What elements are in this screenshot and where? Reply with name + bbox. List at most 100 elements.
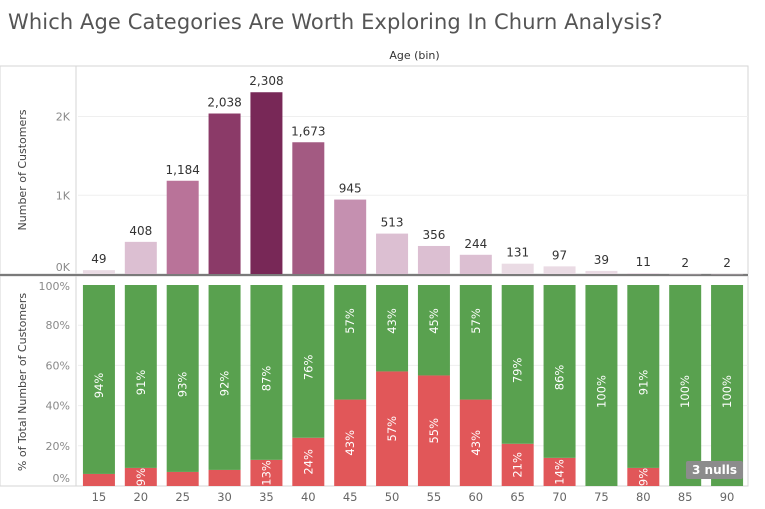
count-bar [501, 263, 534, 274]
count-label: 131 [506, 246, 529, 260]
count-label: 39 [594, 253, 609, 267]
x-tick-label: 65 [510, 490, 525, 504]
count-label: 2 [681, 256, 689, 270]
retained-pct-label: 92% [218, 371, 232, 397]
count-bar [166, 180, 199, 274]
count-bar [292, 142, 325, 274]
retained-bar [208, 285, 241, 470]
count-bar [124, 241, 157, 274]
x-tick-label: 55 [427, 490, 442, 504]
count-bar [208, 113, 241, 274]
count-bar [627, 273, 660, 274]
count-label: 513 [381, 216, 404, 230]
top-y-tick-label: 0K [56, 261, 71, 274]
x-tick-label: 90 [720, 490, 735, 504]
count-label: 2,308 [249, 74, 283, 88]
count-bar [334, 199, 367, 274]
count-label: 356 [422, 228, 445, 242]
retained-bar [250, 285, 283, 460]
count-label: 408 [129, 224, 152, 238]
churned-pct-label: 57% [385, 416, 399, 442]
nulls-badge[interactable]: 3 nulls [686, 461, 743, 479]
count-label: 1,184 [166, 163, 200, 177]
bottom-y-tick-label: 0% [53, 472, 70, 485]
count-bar [459, 254, 492, 274]
churned-pct-label: 21% [511, 452, 525, 478]
count-bar [585, 270, 618, 274]
churned-bar [166, 471, 199, 486]
retained-pct-label: 100% [678, 375, 692, 408]
churned-bar [334, 399, 367, 486]
churned-bar [543, 457, 576, 486]
x-tick-label: 45 [343, 490, 358, 504]
x-tick-label: 60 [468, 490, 483, 504]
retained-bar [292, 285, 325, 438]
retained-bar [543, 285, 576, 458]
retained-pct-label: 43% [385, 308, 399, 334]
bottom-y-tick-label: 100% [39, 280, 70, 293]
top-pane-frame [0, 65, 749, 275]
retained-bar [711, 285, 744, 486]
retained-bar [124, 285, 157, 468]
retained-pct-label: 86% [553, 365, 567, 391]
x-tick-label: 80 [636, 490, 651, 504]
retained-bar [669, 285, 702, 486]
retained-pct-label: 57% [343, 308, 357, 334]
retained-pct-label: 91% [134, 370, 148, 396]
count-label: 97 [552, 248, 567, 262]
churned-bar [627, 467, 660, 486]
count-label: 11 [636, 255, 651, 269]
count-bar [669, 273, 702, 275]
churned-pct-label: 13% [259, 460, 273, 486]
count-label: 244 [464, 237, 487, 251]
retained-bar [82, 285, 115, 474]
bottom-y-tick-label: 80% [46, 319, 70, 332]
churned-pct-label: 43% [343, 430, 357, 456]
top-y-tick-label: 2K [56, 111, 71, 124]
count-label: 2 [723, 256, 731, 270]
retained-pct-label: 79% [511, 358, 525, 384]
retained-bar [501, 285, 534, 444]
column-header: Age (bin) [0, 49, 765, 62]
x-tick-label: 70 [552, 490, 567, 504]
bottom-y-tick-label: 20% [46, 440, 70, 453]
count-label: 49 [91, 252, 106, 266]
retained-bar [585, 285, 618, 486]
column-header-label: Age (bin) [389, 49, 440, 62]
bottom-y-tick-label: 60% [46, 359, 70, 372]
top-y-axis-label: Number of Customers [16, 109, 29, 230]
retained-pct-label: 91% [636, 370, 650, 396]
churned-pct-label: 9% [636, 468, 650, 486]
bottom-pane-frame [0, 275, 749, 487]
churned-pct-label: 55% [427, 418, 441, 444]
retained-pct-label: 57% [469, 308, 483, 334]
x-tick-label: 75 [594, 490, 609, 504]
x-tick-label: 15 [92, 490, 107, 504]
churned-bar [82, 473, 115, 486]
count-bar [82, 270, 115, 274]
retained-pct-label: 100% [594, 375, 608, 408]
count-label: 1,673 [291, 124, 325, 138]
churned-bar [459, 399, 492, 486]
retained-bar [627, 285, 660, 468]
retained-pct-label: 93% [176, 372, 190, 398]
retained-bar [166, 285, 199, 472]
x-tick-label: 50 [385, 490, 400, 504]
x-tick-label: 35 [259, 490, 274, 504]
churned-bar [208, 469, 241, 486]
count-bar [543, 266, 576, 274]
count-bar [376, 233, 409, 274]
churned-bar [124, 467, 157, 486]
top-y-tick-label: 1K [56, 189, 71, 202]
x-tick-label: 40 [301, 490, 316, 504]
count-label: 945 [339, 182, 362, 196]
retained-bar [334, 285, 367, 400]
count-bar [250, 92, 283, 275]
churned-bar [501, 443, 534, 486]
count-label: 2,038 [207, 96, 241, 110]
retained-bar [417, 285, 450, 376]
retained-pct-label: 94% [92, 373, 106, 399]
retained-bar [376, 285, 409, 372]
x-tick-label: 20 [133, 490, 148, 504]
churned-bar [292, 437, 325, 486]
